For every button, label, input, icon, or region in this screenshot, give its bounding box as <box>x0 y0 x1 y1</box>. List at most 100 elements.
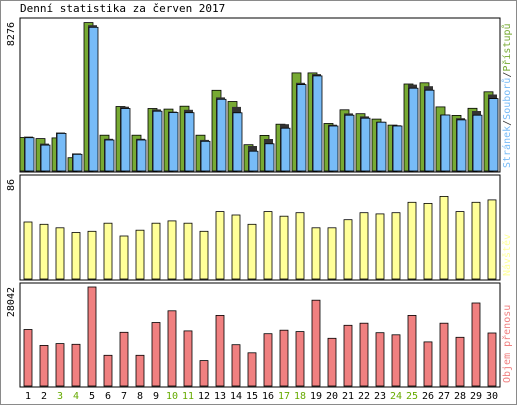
x-tick-day-20: 20 <box>326 391 338 402</box>
bar-stranek-day-28 <box>456 119 467 172</box>
bar-objem-day-2 <box>39 344 49 387</box>
bar-stranek-day-13 <box>216 98 227 172</box>
x-tick-day-30: 30 <box>486 391 498 402</box>
bar-objem-day-24 <box>391 334 401 387</box>
panel-volume-legend-label: Objem přenosu <box>501 305 513 383</box>
bar-stranek-day-24 <box>392 125 403 172</box>
bar-objem-day-7 <box>119 331 129 387</box>
bar-stranek-day-14 <box>232 112 243 172</box>
bar-stranek-day-7 <box>120 108 131 172</box>
bar-objem-day-17 <box>279 329 289 387</box>
panel-volume: 28042 Objem přenosu <box>6 282 513 388</box>
bar-stranek-day-16 <box>264 143 275 172</box>
bar-objem-day-20 <box>327 337 337 387</box>
bar-stranek-day-25 <box>408 87 419 172</box>
bar-navstev-day-17 <box>279 215 289 280</box>
x-tick-day-16: 16 <box>262 391 274 402</box>
bar-stranek-day-20 <box>328 125 339 172</box>
bar-objem-day-29 <box>471 302 481 387</box>
bar-navstev-day-19 <box>311 227 321 280</box>
x-tick-day-3: 3 <box>57 391 63 402</box>
panel-visits: 86 Návštěv <box>6 174 513 281</box>
bar-objem-day-3 <box>55 343 65 387</box>
bar-stranek-day-19 <box>312 75 323 172</box>
panel-volume-max-label: 28042 <box>6 287 17 317</box>
bar-objem-day-5 <box>87 286 97 387</box>
bar-navstev-day-29 <box>471 201 481 280</box>
bar-objem-day-12 <box>199 360 209 387</box>
bar-stranek-day-18 <box>296 84 307 172</box>
bar-navstev-day-12 <box>199 230 209 280</box>
x-tick-day-14: 14 <box>230 391 242 402</box>
x-tick-day-12: 12 <box>198 391 210 402</box>
bar-objem-day-27 <box>439 322 449 387</box>
x-tick-day-4: 4 <box>73 391 79 402</box>
bar-navstev-day-4 <box>71 232 81 280</box>
bar-objem-day-13 <box>215 314 225 387</box>
panel-hits-max-label: 8276 <box>6 22 17 46</box>
x-tick-day-11: 11 <box>182 391 194 402</box>
bar-objem-day-18 <box>295 331 305 387</box>
bar-stranek-day-30 <box>488 98 499 172</box>
panel-volume-frame <box>19 282 501 388</box>
bar-navstev-day-10 <box>167 220 177 280</box>
bar-stranek-day-12 <box>200 140 211 172</box>
panel-hits-legend-part-3: / <box>502 72 513 78</box>
bar-navstev-day-3 <box>55 227 65 280</box>
bar-objem-day-4 <box>71 343 81 387</box>
bar-objem-day-22 <box>359 322 369 387</box>
bar-stranek-day-8 <box>136 139 147 172</box>
x-tick-day-9: 9 <box>153 391 159 402</box>
x-tick-day-2: 2 <box>41 391 47 402</box>
bar-stranek-day-27 <box>440 114 451 172</box>
bar-navstev-day-20 <box>327 227 337 280</box>
panel-hits-legend-part-0: Stránek <box>501 126 513 168</box>
bar-stranek-day-10 <box>168 112 179 172</box>
bar-navstev-day-5 <box>87 230 97 280</box>
bar-objem-day-19 <box>311 299 321 387</box>
bar-navstev-day-6 <box>103 222 113 280</box>
bar-objem-day-30 <box>487 332 497 387</box>
panel-hits-legend-part-2: Souborů <box>501 78 513 120</box>
chart-panels: 8276Stránek/Souborů/Přístupů86Návštěv280… <box>6 17 513 388</box>
bar-stranek-day-26 <box>424 89 435 172</box>
bar-stranek-day-9 <box>152 110 163 172</box>
panel-hits-legend-part-4: Přístupů <box>501 23 513 71</box>
x-tick-day-8: 8 <box>137 391 143 402</box>
x-tick-day-25: 25 <box>406 391 418 402</box>
bar-navstev-day-7 <box>119 235 129 280</box>
bar-objem-day-26 <box>423 341 433 387</box>
x-tick-day-10: 10 <box>166 391 178 402</box>
bar-navstev-day-30 <box>487 199 497 280</box>
bar-objem-day-21 <box>343 324 353 387</box>
bar-objem-day-14 <box>231 344 241 387</box>
bar-navstev-day-2 <box>39 223 49 280</box>
bar-navstev-day-25 <box>407 201 417 280</box>
x-tick-day-22: 22 <box>358 391 370 402</box>
x-tick-day-15: 15 <box>246 391 258 402</box>
bar-navstev-day-18 <box>295 212 305 280</box>
bar-stranek-day-29 <box>472 114 483 172</box>
x-tick-day-6: 6 <box>105 391 111 402</box>
x-tick-day-18: 18 <box>294 391 306 402</box>
x-axis-day-labels: 1 2 3 4 5 6 7 8 9 10 11 12 13 14 15 16 17 18 19 20 21 22 23 24 2… <box>25 391 498 402</box>
bar-stranek-day-4 <box>72 153 83 172</box>
bar-navstev-day-23 <box>375 213 385 280</box>
x-tick-day-28: 28 <box>454 391 466 402</box>
bar-stranek-day-22 <box>360 117 371 172</box>
bar-objem-day-6 <box>103 354 113 387</box>
bar-objem-day-9 <box>151 322 161 387</box>
x-tick-day-17: 17 <box>278 391 290 402</box>
panel-visits-max-label: 86 <box>6 179 17 191</box>
x-tick-day-1: 1 <box>25 391 31 402</box>
bar-navstev-day-27 <box>439 195 449 280</box>
bar-stranek-day-17 <box>280 127 291 172</box>
bar-stranek-day-15 <box>248 150 259 172</box>
bar-stranek-day-2 <box>40 144 51 172</box>
bar-objem-day-11 <box>183 330 193 387</box>
bar-objem-day-23 <box>375 332 385 387</box>
bar-stranek-day-6 <box>104 139 115 172</box>
bar-stranek-day-5 <box>88 26 99 172</box>
panel-visits-frame <box>19 174 501 281</box>
